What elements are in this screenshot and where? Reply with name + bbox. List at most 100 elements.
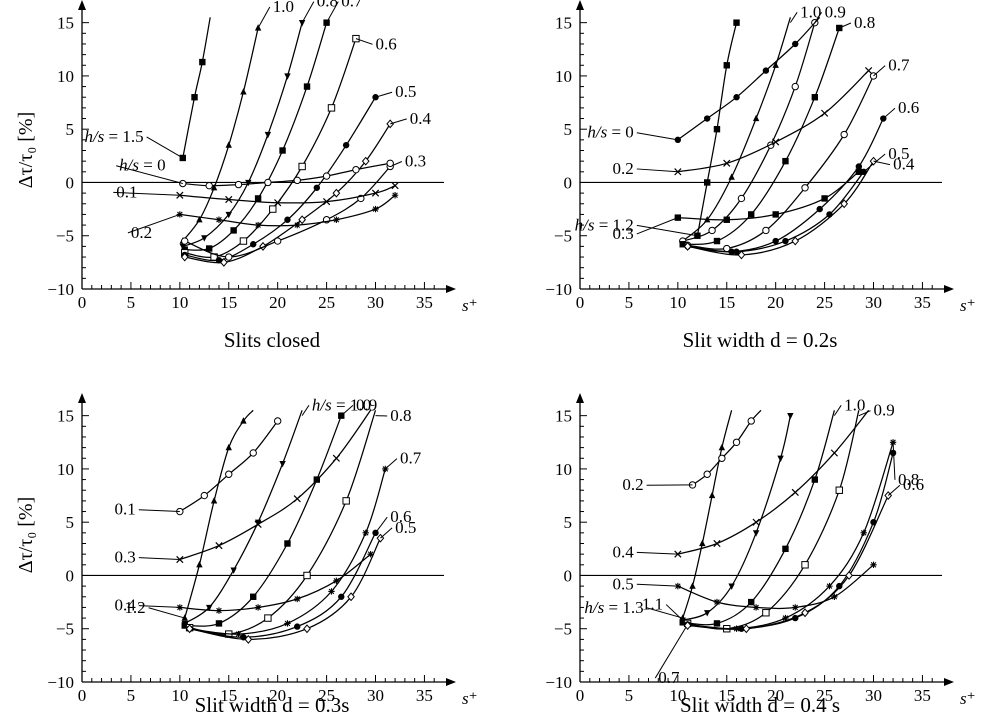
chart-panel-1: 0 5 10 15 20 25 30 35 −10 −5 0 5 10 15 s⁺ Slit width d …	[545, 0, 976, 352]
marker-4-5	[327, 104, 336, 112]
chart-panel-3: 0 5 10 15 20 25 30 35 −10 −5 0 5 10 15 s⁺ Slit width d …	[545, 393, 976, 717]
series-label: h/s = 0	[587, 123, 633, 142]
x-tick-label: 0	[78, 686, 87, 705]
series-leader	[636, 583, 678, 587]
series-leader	[892, 442, 896, 480]
y-tick-label: 15	[57, 407, 74, 426]
chart-panel-2: 0 5 10 15 20 25 30 35 −10 −5 0 5 10 15 s⁺ Δτ/τ₀ [%] Slit…	[15, 393, 478, 717]
marker-4-4	[860, 529, 867, 537]
marker-5-3	[836, 582, 843, 590]
marker-4-6	[352, 34, 360, 43]
series-label: 0.7	[400, 449, 422, 468]
marker-0-1	[703, 179, 711, 186]
marker-8-0	[176, 555, 184, 564]
series-label: 1.0	[844, 395, 865, 414]
marker-4-3	[269, 205, 277, 213]
series-10: h/s = 0	[116, 156, 394, 190]
marker-2-3	[245, 179, 252, 187]
marker-2-2	[737, 194, 746, 203]
marker-1-3	[752, 114, 760, 122]
marker-2-3	[782, 545, 789, 553]
marker-3-4	[811, 94, 819, 101]
series-leader	[301, 405, 310, 416]
x-tick-label: 15	[718, 686, 735, 705]
x-tick-label: 20	[767, 293, 784, 312]
marker-10-3	[264, 178, 272, 187]
series-leader	[340, 404, 354, 417]
marker-6-3	[298, 215, 306, 225]
series-3: 0.8	[679, 13, 875, 248]
marker-1-4	[777, 455, 784, 463]
series-label: 0.2	[613, 159, 634, 178]
marker-8-1	[723, 216, 730, 223]
marker-8-4	[333, 216, 340, 223]
marker-4-3	[826, 582, 833, 590]
y-axis-label: Δτ/τ₀ [%]	[15, 112, 37, 188]
x-tick-label: 35	[914, 293, 931, 312]
series-8: 0.4	[613, 409, 870, 561]
y-tick-label: 10	[57, 460, 74, 479]
series-line	[677, 564, 874, 610]
series-label: 0.6	[390, 507, 411, 526]
marker-10-7	[386, 159, 394, 167]
marker-8-1	[215, 542, 223, 550]
series-line	[682, 415, 792, 621]
marker-8-2	[254, 520, 262, 528]
series-line	[687, 75, 875, 250]
marker-4-2	[284, 620, 291, 627]
marker-0-2	[210, 497, 218, 504]
marker-7-5	[870, 561, 877, 569]
marker-3-3	[303, 571, 311, 580]
series-label: 0.4	[115, 596, 137, 615]
marker-8-0	[674, 550, 682, 558]
marker-9-1	[723, 159, 731, 167]
series-leader	[636, 224, 698, 237]
marker-7-2	[254, 604, 262, 611]
series-8: 0.3	[115, 409, 372, 567]
series-label: 1.0	[800, 2, 821, 21]
x-tick-label: 35	[914, 686, 931, 705]
x-tick-label: 10	[171, 293, 188, 312]
marker-4-4	[840, 130, 848, 139]
series-leader	[326, 1, 339, 23]
series-leader	[654, 624, 689, 679]
series-line	[179, 420, 279, 513]
marker-8-5	[372, 205, 379, 213]
x-axis-arrow-icon	[446, 678, 456, 686]
series-line	[687, 495, 889, 630]
marker-4-5	[382, 465, 389, 473]
series-leader	[146, 136, 184, 159]
series-leader	[127, 213, 181, 234]
series-1: 1.0	[679, 2, 821, 244]
series-1: 1.1	[642, 413, 794, 625]
y-tick-label: 5	[66, 513, 75, 532]
marker-9-5	[391, 182, 399, 190]
marker-2-0	[181, 622, 188, 629]
marker-4-2	[239, 237, 248, 245]
marker-3-4	[279, 147, 286, 154]
marker-7-2	[791, 236, 800, 246]
series-7: 0.5	[613, 561, 877, 611]
series-label: 0.6	[376, 34, 397, 53]
series-line	[179, 185, 396, 204]
marker-8-6	[391, 192, 399, 199]
series-leader	[148, 607, 185, 619]
marker-10-1	[205, 181, 213, 190]
series-label: 0.1	[116, 182, 137, 201]
series-label: 0.9	[874, 401, 895, 420]
y-tick-label: −10	[47, 280, 74, 299]
marker-9-0	[176, 191, 184, 199]
series-label: h/s = 0	[119, 156, 165, 175]
series-label: 0.8	[390, 406, 411, 425]
series-line	[677, 409, 870, 555]
series-0: 1.2	[124, 409, 254, 621]
series-leader	[833, 405, 842, 416]
series-3: 0.9	[683, 401, 895, 633]
marker-2-1	[713, 620, 721, 627]
series-label: 0.2	[622, 475, 643, 494]
marker-7-1	[215, 607, 223, 614]
marker-1-1	[703, 610, 711, 617]
marker-8-0	[176, 211, 184, 218]
series-leader	[384, 458, 398, 470]
